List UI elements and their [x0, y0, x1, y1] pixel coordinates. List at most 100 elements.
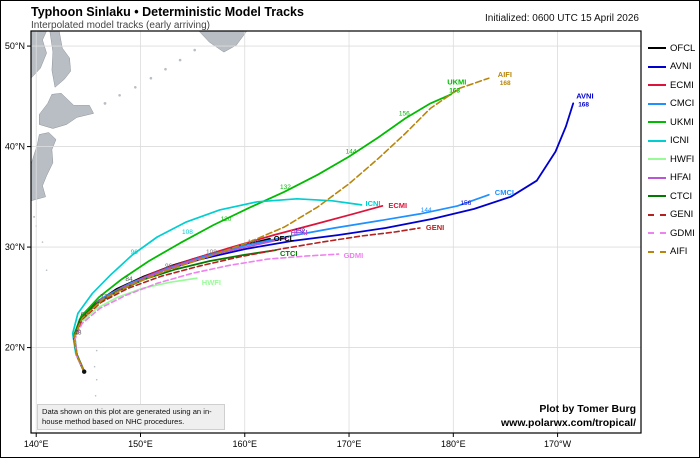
legend-item-hfai: HFAI	[648, 172, 695, 184]
legend-swatch-geni	[648, 213, 666, 216]
legend-label-ofcl: OFCL	[670, 42, 696, 54]
track-aifi	[73, 77, 490, 373]
model-legend: OFCL AVNI ECMI CMCI UKMI ICNI HWFI HFAI CTCI GENI…	[648, 42, 695, 258]
legend-swatch-ctci	[648, 195, 666, 197]
credit-url: www.polarwx.com/tropical/	[501, 417, 636, 430]
legend-item-ofcl: OFCL	[648, 42, 695, 54]
x-tick-label: 170°W	[544, 439, 572, 449]
track-hour-label-aifi: 168	[500, 80, 511, 87]
track-label-aifi: AIFI	[498, 70, 512, 79]
track-label-ctci: CTCI	[280, 249, 298, 258]
island	[93, 365, 96, 368]
island	[45, 269, 48, 272]
island	[149, 76, 153, 80]
track-label-avni: AVNI	[576, 91, 593, 100]
legend-label-aifi: AIFI	[670, 246, 688, 257]
track-label-gdmi: GDMI	[344, 251, 364, 260]
island	[95, 378, 98, 381]
landmass	[39, 93, 94, 129]
island	[41, 241, 44, 243]
track-label-hwfi: HWFI	[202, 278, 221, 287]
hour-marker: 144	[421, 207, 432, 214]
legend-item-icni: ICNI	[648, 135, 695, 147]
legend-item-cmci: CMCI	[648, 98, 695, 110]
hour-marker: 108	[182, 229, 193, 236]
hour-marker: 132	[280, 184, 291, 191]
legend-swatch-hwfi	[648, 158, 666, 160]
legend-label-avni: AVNI	[670, 61, 692, 72]
island	[94, 395, 97, 397]
legend-item-geni: GENI	[648, 209, 695, 221]
island	[118, 94, 121, 97]
y-tick-label: 40°N	[5, 142, 25, 152]
legend-swatch-icni	[648, 139, 666, 142]
island	[164, 67, 167, 71]
track-gdmi	[74, 253, 340, 373]
map-background	[31, 31, 641, 433]
hour-marker: 96	[165, 263, 173, 270]
track-label-icni: ICNI	[366, 199, 381, 208]
legend-item-hwfi: HWFI	[648, 153, 695, 165]
legend-swatch-hfai	[648, 176, 666, 179]
hour-marker: 144	[346, 149, 357, 156]
hour-marker: 120	[248, 239, 259, 246]
map-area: 48 60 72 84 96 96 108 108 120 120 132 132 144 144 156 1…	[31, 31, 641, 433]
x-tick-label: 140°E	[24, 439, 49, 449]
legend-item-gdmi: GDMI	[648, 227, 695, 239]
start-point	[81, 369, 87, 374]
legend-item-aifi: AIFI	[648, 246, 695, 258]
credit-block: Plot by Tomer Burg www.polarwx.com/tropi…	[501, 402, 636, 431]
track-label-ecmi: ECMI	[388, 201, 407, 210]
y-tick-label: 30°N	[5, 242, 25, 252]
legend-item-avni: AVNI	[648, 61, 695, 73]
hour-marker: 156	[399, 110, 410, 117]
legend-swatch-cmci	[648, 102, 666, 105]
track-icni	[71, 197, 363, 373]
legend-label-ctci: CTCI	[670, 190, 693, 202]
track-label-ukmi: UKMI	[447, 77, 466, 86]
landmass	[31, 31, 47, 79]
legend-swatch-aifi	[648, 250, 666, 253]
hour-marker: 60	[81, 311, 89, 318]
disclaimer-note: Data shown on this plot are generated us…	[37, 404, 225, 430]
track-label-cmci: CMCI	[495, 188, 514, 197]
legend-swatch-ofcl	[648, 47, 666, 49]
landmass	[198, 31, 248, 53]
x-tick-label: 170°E	[337, 439, 362, 449]
credit-author: Plot by Tomer Burg	[539, 402, 636, 415]
island	[134, 86, 137, 89]
y-tick-label: 50°N	[5, 41, 25, 51]
legend-label-geni: GENI	[670, 209, 694, 220]
legend-label-gdmi: GDMI	[670, 227, 695, 239]
hour-marker: 132	[295, 228, 306, 235]
x-tick-label: 160°E	[232, 439, 257, 449]
hour-marker: 48	[74, 330, 82, 337]
legend-label-hwfi: HWFI	[670, 153, 695, 165]
legend-swatch-gdmi	[648, 232, 666, 234]
track-label-ofcl: OFCL	[274, 234, 295, 243]
hour-marker: 72	[100, 293, 108, 300]
hour-marker: 108	[206, 249, 217, 256]
legend-label-icni: ICNI	[670, 135, 689, 146]
legend-label-hfai: HFAI	[670, 172, 692, 183]
island	[178, 58, 182, 62]
legend-swatch-ecmi	[648, 84, 666, 86]
legend-label-cmci: CMCI	[670, 98, 695, 109]
track-geni	[74, 227, 421, 373]
legend-item-ukmi: UKMI	[648, 116, 695, 128]
track-hour-label-avni: 168	[578, 101, 589, 108]
track-hour-label-ukmi: 168	[449, 87, 460, 94]
island	[103, 102, 107, 105]
map-frame	[30, 30, 642, 434]
landmass	[31, 132, 57, 202]
track-label-hfai: HFAI	[291, 228, 308, 237]
track-label-geni: GENI	[426, 223, 444, 232]
legend-item-ecmi: ECMI	[648, 79, 695, 91]
y-tick-label: 20°N	[5, 343, 25, 353]
legend-swatch-ukmi	[648, 121, 666, 123]
legend-swatch-avni	[648, 65, 666, 68]
island	[193, 48, 196, 52]
plot-title: Typhoon Sinlaku • Deterministic Model Tr…	[31, 5, 304, 19]
